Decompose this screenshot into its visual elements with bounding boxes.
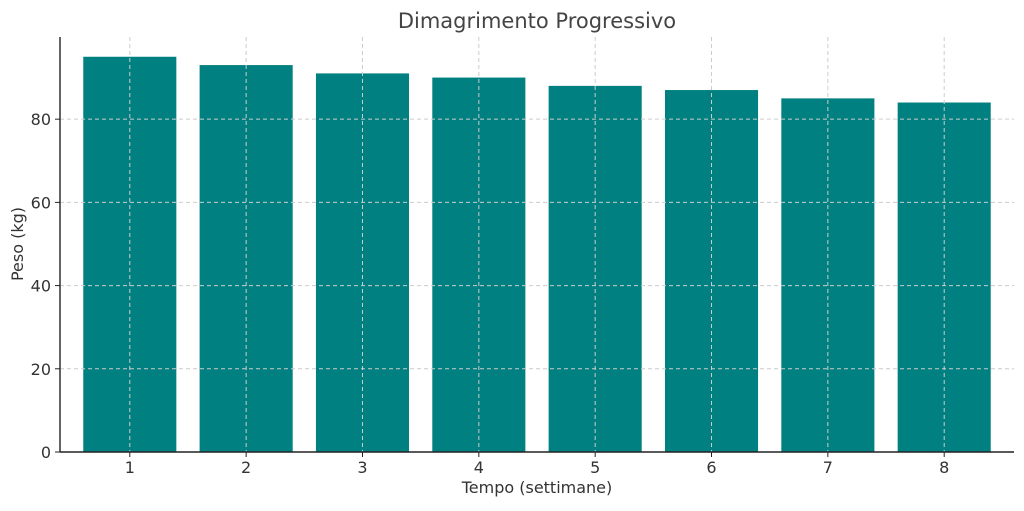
x-tick-label: 5 <box>590 458 600 477</box>
x-tick-label: 3 <box>357 458 367 477</box>
chart-title: Dimagrimento Progressivo <box>398 9 676 33</box>
x-tick-label: 8 <box>939 458 949 477</box>
x-tick-label: 6 <box>706 458 716 477</box>
y-axis-label: Peso (kg) <box>8 207 27 281</box>
y-tick-label: 80 <box>31 110 51 129</box>
y-tick-label: 40 <box>31 277 51 296</box>
grid-lines <box>60 37 1014 452</box>
y-tick-label: 60 <box>31 193 51 212</box>
axes-group <box>59 37 1014 453</box>
y-tick-label: 0 <box>41 443 51 462</box>
x-tick-label: 7 <box>823 458 833 477</box>
x-tick-label: 1 <box>125 458 135 477</box>
x-tick-label: 4 <box>474 458 484 477</box>
tick-labels-group: 0 20 40 60 80 1 2 3 4 5 6 7 8 <box>31 110 950 477</box>
x-tick-label: 2 <box>241 458 251 477</box>
bars-group <box>83 56 991 453</box>
x-axis-label: Tempo (settimane) <box>461 478 613 497</box>
y-tick-label: 20 <box>31 360 51 379</box>
